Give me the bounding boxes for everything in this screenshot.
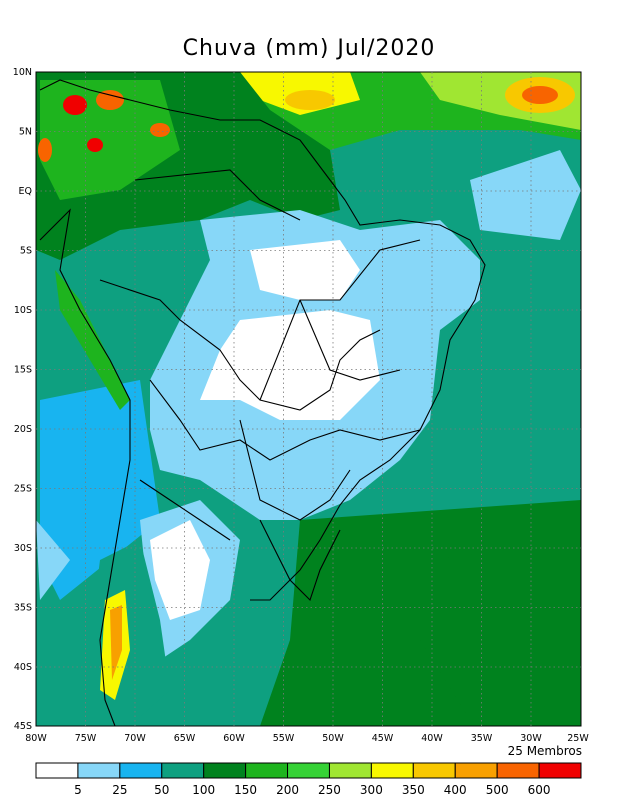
lon-label: 35W: [471, 733, 493, 744]
lat-label: 40S: [14, 662, 32, 673]
legend-swatch: [203, 762, 247, 779]
legend-label: 600: [528, 783, 551, 797]
lat-label: 20S: [14, 424, 32, 435]
lon-label: 50W: [322, 733, 344, 744]
lon-label: 70W: [124, 733, 146, 744]
lat-label: 25S: [14, 484, 32, 495]
grid-lines: [36, 72, 581, 726]
longitude-labels: 80W 75W 70W 65W 60W 55W 50W 45W 40W 35W …: [25, 733, 589, 744]
legend-swatch: [161, 762, 205, 779]
color-legend: 5 25 50 100 150 200 250 300 350 400 500 600: [35, 762, 582, 797]
legend-label: 50: [154, 783, 169, 797]
lon-label: 25W: [567, 733, 589, 744]
legend-label: 150: [234, 783, 257, 797]
legend-swatch: [496, 762, 540, 779]
legend-swatch: [35, 762, 79, 779]
lat-label: 5N: [19, 127, 32, 138]
lat-label: 10N: [13, 67, 32, 78]
latitude-labels: 10N 5N EQ 5S 10S 15S 20S 25S 30S 35S 40S…: [13, 67, 32, 732]
lat-label: 5S: [20, 246, 32, 257]
country-borders: [39, 79, 486, 727]
legend-swatch: [538, 762, 582, 779]
lon-label: 40W: [421, 733, 443, 744]
legend-swatch: [454, 762, 498, 779]
lat-label: 45S: [14, 721, 32, 732]
legend-label: 200: [276, 783, 299, 797]
lat-label: 30S: [14, 543, 32, 554]
legend-swatch: [119, 762, 163, 779]
lon-label: 80W: [25, 733, 47, 744]
legend-label: 100: [192, 783, 215, 797]
lat-label: 10S: [14, 305, 32, 316]
rainfall-field: [36, 72, 581, 726]
map-title: Chuva (mm) Jul/2020: [182, 36, 436, 61]
lon-label: 65W: [174, 733, 196, 744]
legend-swatch: [412, 762, 456, 779]
legend-swatch: [77, 762, 121, 779]
legend-swatch: [245, 762, 289, 779]
lat-label: 35S: [14, 603, 32, 614]
lon-label: 30W: [520, 733, 542, 744]
legend-label: 250: [318, 783, 341, 797]
lon-label: 75W: [75, 733, 97, 744]
legend-swatch: [328, 762, 372, 779]
legend-label: 500: [486, 783, 509, 797]
lat-label: EQ: [19, 186, 32, 197]
legend-swatch: [287, 762, 330, 779]
legend-label: 300: [360, 783, 383, 797]
legend-label: 400: [444, 783, 467, 797]
lon-label: 60W: [223, 733, 245, 744]
lat-label: 15S: [14, 365, 32, 376]
legend-swatch: [370, 762, 414, 779]
plot-frame: [35, 71, 582, 727]
legend-label: 5: [74, 783, 82, 797]
lon-label: 55W: [273, 733, 295, 744]
legend-label: 25: [112, 783, 127, 797]
members-count: 25 Membros: [507, 744, 582, 758]
lon-label: 45W: [372, 733, 394, 744]
legend-label: 350: [402, 783, 425, 797]
